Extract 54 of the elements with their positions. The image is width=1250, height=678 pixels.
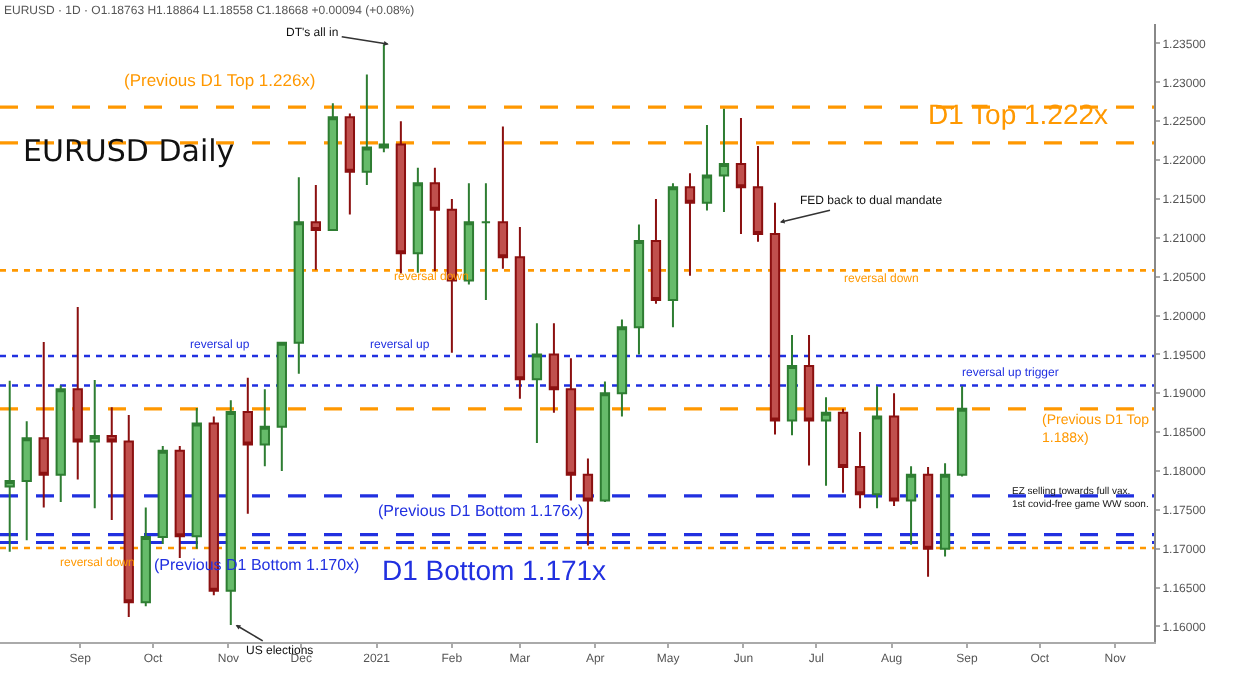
candlestick [327, 102, 338, 232]
candlestick [361, 73, 373, 186]
candlestick [752, 145, 764, 243]
candlestick [667, 182, 679, 329]
ref-line-label: (Previous D1 Bottom 1.176x) [378, 502, 585, 520]
candlestick [888, 392, 900, 507]
candlestick [242, 376, 253, 515]
candlestick [174, 445, 185, 560]
candlestick [497, 125, 509, 270]
candlestick [854, 431, 866, 510]
candlestick [871, 385, 883, 510]
candlestick [21, 420, 32, 542]
candlestick [531, 322, 543, 444]
text: EURUSD Daily [23, 132, 235, 169]
candlestick [939, 462, 951, 558]
ref-line-label: D1 Bottom 1.171x [382, 554, 607, 586]
candlestick [837, 407, 849, 494]
candlestick [650, 197, 662, 305]
candlestick [684, 172, 696, 277]
candlestick [276, 341, 287, 472]
candlestick [905, 465, 917, 546]
candlestick [582, 457, 594, 547]
candlestick [310, 183, 321, 271]
candlestick [344, 112, 356, 216]
ref-line-label: (Previous D1 Top 1.226x) [124, 70, 316, 90]
candlestick [701, 124, 713, 212]
candlestick [4, 379, 15, 553]
candlestick [735, 117, 747, 235]
candlestick [922, 466, 934, 578]
candlestick [718, 107, 730, 214]
candlestick [38, 340, 49, 509]
candlestick [412, 166, 424, 274]
candlestick [956, 385, 968, 478]
candlestick [293, 176, 304, 375]
candlestick [616, 318, 628, 418]
candlestick [259, 388, 270, 468]
candlestick [395, 120, 407, 275]
candlestick [140, 506, 151, 608]
candlestick [106, 406, 117, 521]
candlestick [633, 223, 645, 356]
candlestick [565, 357, 577, 502]
candlestick [191, 407, 202, 550]
candlestick [820, 396, 832, 487]
candlestick [429, 166, 441, 273]
candlestick [599, 380, 611, 504]
candlestick [548, 322, 560, 414]
candlestick [786, 333, 798, 437]
candlestick [514, 225, 526, 400]
candlestick [89, 379, 100, 510]
candlestick [55, 384, 66, 504]
candlestick [480, 182, 492, 301]
candlestick [803, 333, 815, 467]
candlestick [157, 445, 168, 546]
candlestick [72, 305, 83, 481]
